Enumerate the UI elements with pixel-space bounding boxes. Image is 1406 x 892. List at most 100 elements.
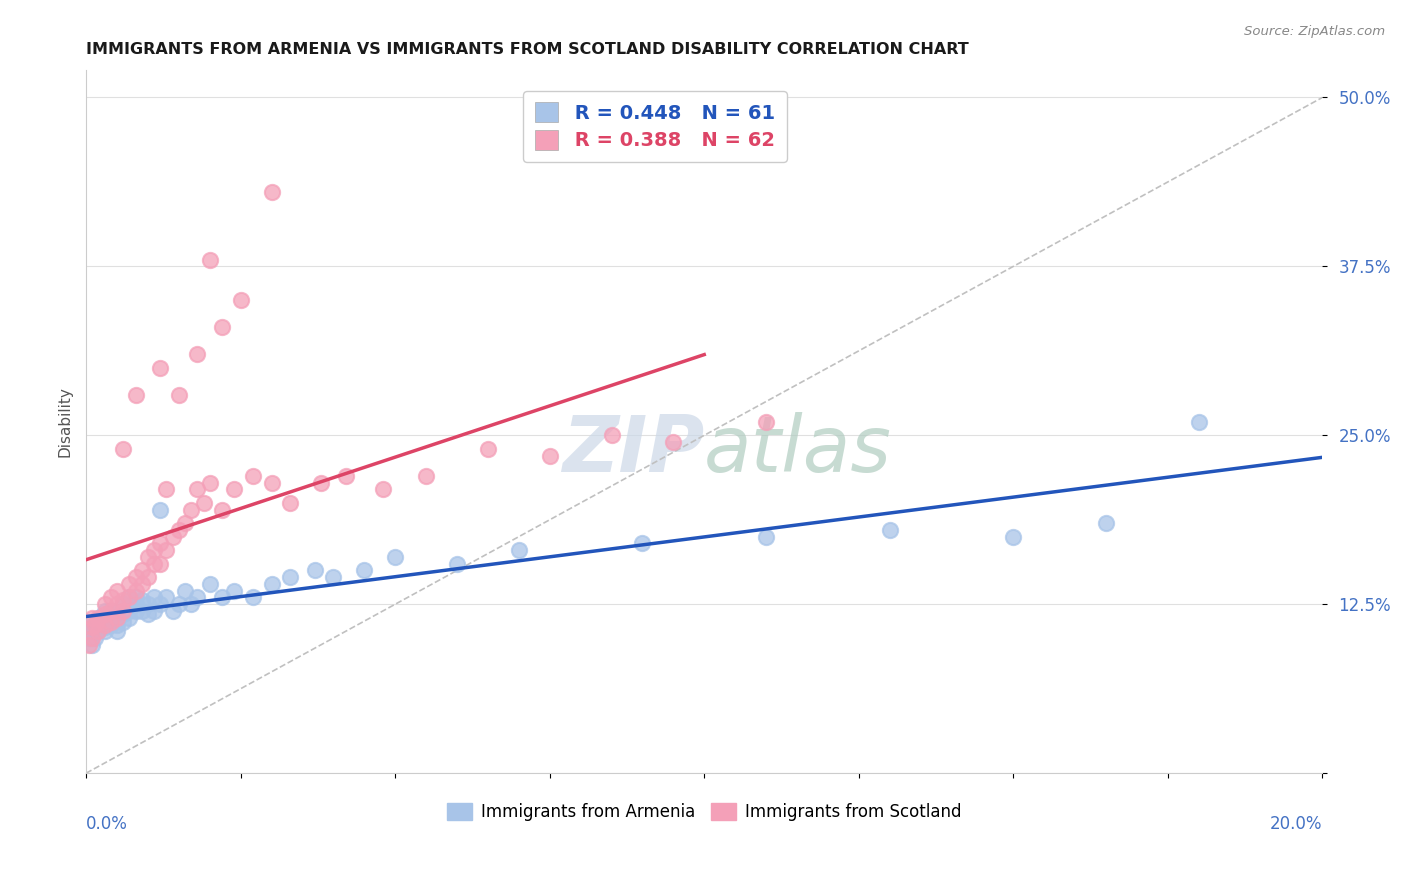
Point xyxy=(162,530,184,544)
Point xyxy=(229,293,252,308)
Point xyxy=(112,604,135,618)
Point xyxy=(136,570,159,584)
Point xyxy=(186,347,208,361)
Point xyxy=(186,591,208,605)
Point xyxy=(84,631,107,645)
Point xyxy=(149,502,172,516)
Point xyxy=(131,604,153,618)
Text: Source: ZipAtlas.com: Source: ZipAtlas.com xyxy=(1244,25,1385,38)
Point xyxy=(260,185,283,199)
Point xyxy=(186,483,208,497)
Point xyxy=(124,583,146,598)
Point xyxy=(77,631,100,645)
Point xyxy=(879,523,901,537)
Point xyxy=(124,591,146,605)
Point xyxy=(224,583,246,598)
Point xyxy=(224,483,246,497)
Point xyxy=(143,543,166,558)
Point xyxy=(118,591,141,605)
Point xyxy=(260,475,283,490)
Point xyxy=(149,597,172,611)
Point xyxy=(155,483,177,497)
Point xyxy=(755,415,778,429)
Point xyxy=(105,611,128,625)
Point xyxy=(198,475,221,490)
Point xyxy=(322,570,344,584)
Point xyxy=(149,536,172,550)
Point xyxy=(124,388,146,402)
Point xyxy=(131,577,153,591)
Point xyxy=(100,617,122,632)
Point xyxy=(87,624,110,639)
Point xyxy=(1188,415,1211,429)
Point xyxy=(149,557,172,571)
Point xyxy=(131,564,153,578)
Point xyxy=(87,611,110,625)
Point xyxy=(112,442,135,456)
Point xyxy=(82,638,104,652)
Point xyxy=(100,611,122,625)
Point xyxy=(82,624,104,639)
Point xyxy=(82,620,104,634)
Point xyxy=(124,597,146,611)
Point xyxy=(87,620,110,634)
Point xyxy=(1002,530,1025,544)
Point xyxy=(105,583,128,598)
Point xyxy=(124,570,146,584)
Point xyxy=(755,530,778,544)
Point xyxy=(112,593,135,607)
Point xyxy=(278,496,301,510)
Text: 20.0%: 20.0% xyxy=(1270,815,1323,833)
Point xyxy=(112,607,135,621)
Point xyxy=(631,536,654,550)
Point xyxy=(105,617,128,632)
Text: ZIP: ZIP xyxy=(562,412,704,488)
Point xyxy=(242,468,264,483)
Point xyxy=(180,502,202,516)
Point xyxy=(155,543,177,558)
Point xyxy=(149,360,172,375)
Point xyxy=(136,597,159,611)
Point xyxy=(100,604,122,618)
Point xyxy=(131,593,153,607)
Point xyxy=(477,442,499,456)
Point xyxy=(93,611,115,625)
Point xyxy=(167,523,190,537)
Point xyxy=(371,483,394,497)
Point xyxy=(93,617,115,632)
Point xyxy=(174,583,197,598)
Point xyxy=(384,549,406,564)
Point xyxy=(82,617,104,632)
Point xyxy=(93,607,115,621)
Point xyxy=(211,591,233,605)
Point xyxy=(309,475,332,490)
Point xyxy=(415,468,437,483)
Point xyxy=(105,597,128,611)
Point xyxy=(162,604,184,618)
Point xyxy=(143,591,166,605)
Point xyxy=(260,577,283,591)
Point xyxy=(136,607,159,621)
Point xyxy=(118,604,141,618)
Point xyxy=(446,557,468,571)
Point xyxy=(84,617,107,632)
Point xyxy=(143,557,166,571)
Point xyxy=(198,252,221,267)
Point xyxy=(353,564,375,578)
Point xyxy=(211,502,233,516)
Point xyxy=(105,607,128,621)
Point xyxy=(1095,516,1118,531)
Point xyxy=(100,615,122,629)
Point xyxy=(93,597,115,611)
Point xyxy=(87,611,110,625)
Point xyxy=(538,449,561,463)
Point xyxy=(143,604,166,618)
Point xyxy=(93,624,115,639)
Point xyxy=(93,620,115,634)
Point xyxy=(193,496,215,510)
Point xyxy=(278,570,301,584)
Point xyxy=(118,591,141,605)
Point xyxy=(167,388,190,402)
Point xyxy=(211,320,233,334)
Y-axis label: Disability: Disability xyxy=(58,386,72,458)
